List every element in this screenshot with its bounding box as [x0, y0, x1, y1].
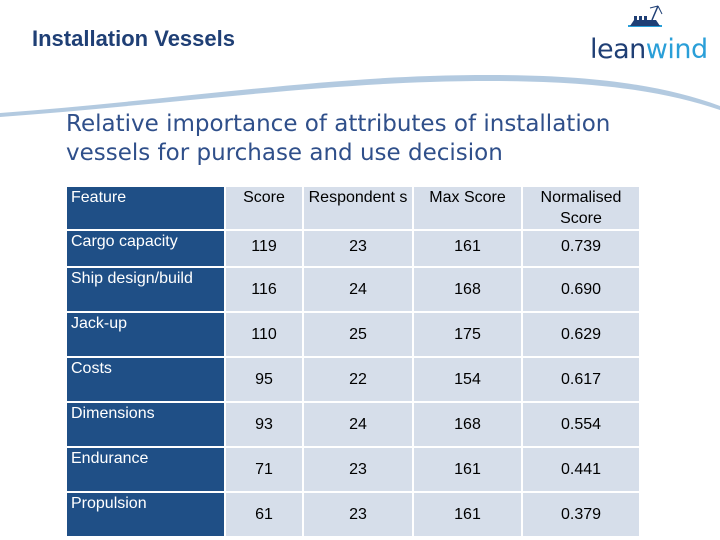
score-cell: 93 — [224, 401, 304, 448]
score-cell: 116 — [224, 266, 304, 313]
max-score-cell: 161 — [412, 229, 523, 268]
feature-cell: Ship design/build — [65, 266, 226, 313]
logo-text-main: lean — [590, 34, 646, 65]
feature-cell: Propulsion — [65, 491, 226, 538]
table-header-row: Feature Score Respondent s Max Score Nor… — [65, 185, 641, 231]
table-row: Dimensions 93 24 168 0.554 — [65, 401, 641, 448]
normalised-score-cell: 0.739 — [521, 229, 641, 268]
leanwind-logo: leanwind — [590, 4, 708, 68]
normalised-score-cell: 0.554 — [521, 401, 641, 448]
max-score-cell: 168 — [412, 401, 523, 448]
respondents-cell: 25 — [302, 311, 414, 358]
slide-title: Installation Vessels — [32, 26, 235, 51]
normalised-score-cell: 0.690 — [521, 266, 641, 313]
score-cell: 110 — [224, 311, 304, 358]
max-score-cell: 175 — [412, 311, 523, 358]
table-row: Ship design/build 116 24 168 0.690 — [65, 266, 641, 313]
max-score-cell: 161 — [412, 446, 523, 493]
table-row: Costs 95 22 154 0.617 — [65, 356, 641, 403]
normalised-score-cell: 0.629 — [521, 311, 641, 358]
feature-cell: Jack-up — [65, 311, 226, 358]
respondents-cell: 22 — [302, 356, 414, 403]
respondents-cell: 23 — [302, 446, 414, 493]
score-cell: 71 — [224, 446, 304, 493]
attributes-table: Feature Score Respondent s Max Score Nor… — [65, 185, 641, 538]
feature-cell: Dimensions — [65, 401, 226, 448]
header-normalised-score: Normalised Score — [521, 185, 641, 231]
respondents-cell: 24 — [302, 401, 414, 448]
table-row: Cargo capacity 119 23 161 0.739 — [65, 229, 641, 268]
logo-text-accent: wind — [645, 34, 708, 65]
table-row: Endurance 71 23 161 0.441 — [65, 446, 641, 493]
respondents-cell: 23 — [302, 491, 414, 538]
normalised-score-cell: 0.617 — [521, 356, 641, 403]
max-score-cell: 154 — [412, 356, 523, 403]
ship-icon — [628, 5, 663, 27]
feature-cell: Costs — [65, 356, 226, 403]
respondents-cell: 23 — [302, 229, 414, 268]
table-row: Jack-up 110 25 175 0.629 — [65, 311, 641, 358]
score-cell: 61 — [224, 491, 304, 538]
slide-subtitle: Relative importance of attributes of ins… — [66, 111, 611, 166]
respondents-cell: 24 — [302, 266, 414, 313]
logo-wordmark: leanwind — [590, 34, 708, 65]
header-feature: Feature — [65, 185, 226, 231]
normalised-score-cell: 0.379 — [521, 491, 641, 538]
feature-cell: Cargo capacity — [65, 229, 226, 268]
feature-cell: Endurance — [65, 446, 226, 493]
max-score-cell: 161 — [412, 491, 523, 538]
table-row: Propulsion 61 23 161 0.379 — [65, 491, 641, 538]
score-cell: 95 — [224, 356, 304, 403]
max-score-cell: 168 — [412, 266, 523, 313]
header-max-score: Max Score — [412, 185, 523, 231]
header-swoosh — [0, 75, 720, 117]
normalised-score-cell: 0.441 — [521, 446, 641, 493]
score-cell: 119 — [224, 229, 304, 268]
header-score: Score — [224, 185, 304, 231]
header-respondents: Respondent s — [302, 185, 414, 231]
